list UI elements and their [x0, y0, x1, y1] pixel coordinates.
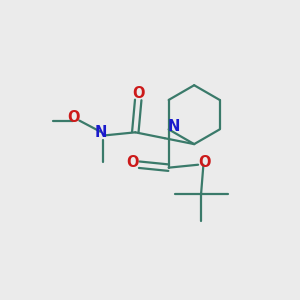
Text: O: O [198, 155, 211, 170]
Text: N: N [94, 125, 107, 140]
Text: N: N [168, 119, 180, 134]
Text: O: O [67, 110, 80, 124]
Text: O: O [132, 86, 145, 101]
Text: O: O [127, 155, 139, 170]
